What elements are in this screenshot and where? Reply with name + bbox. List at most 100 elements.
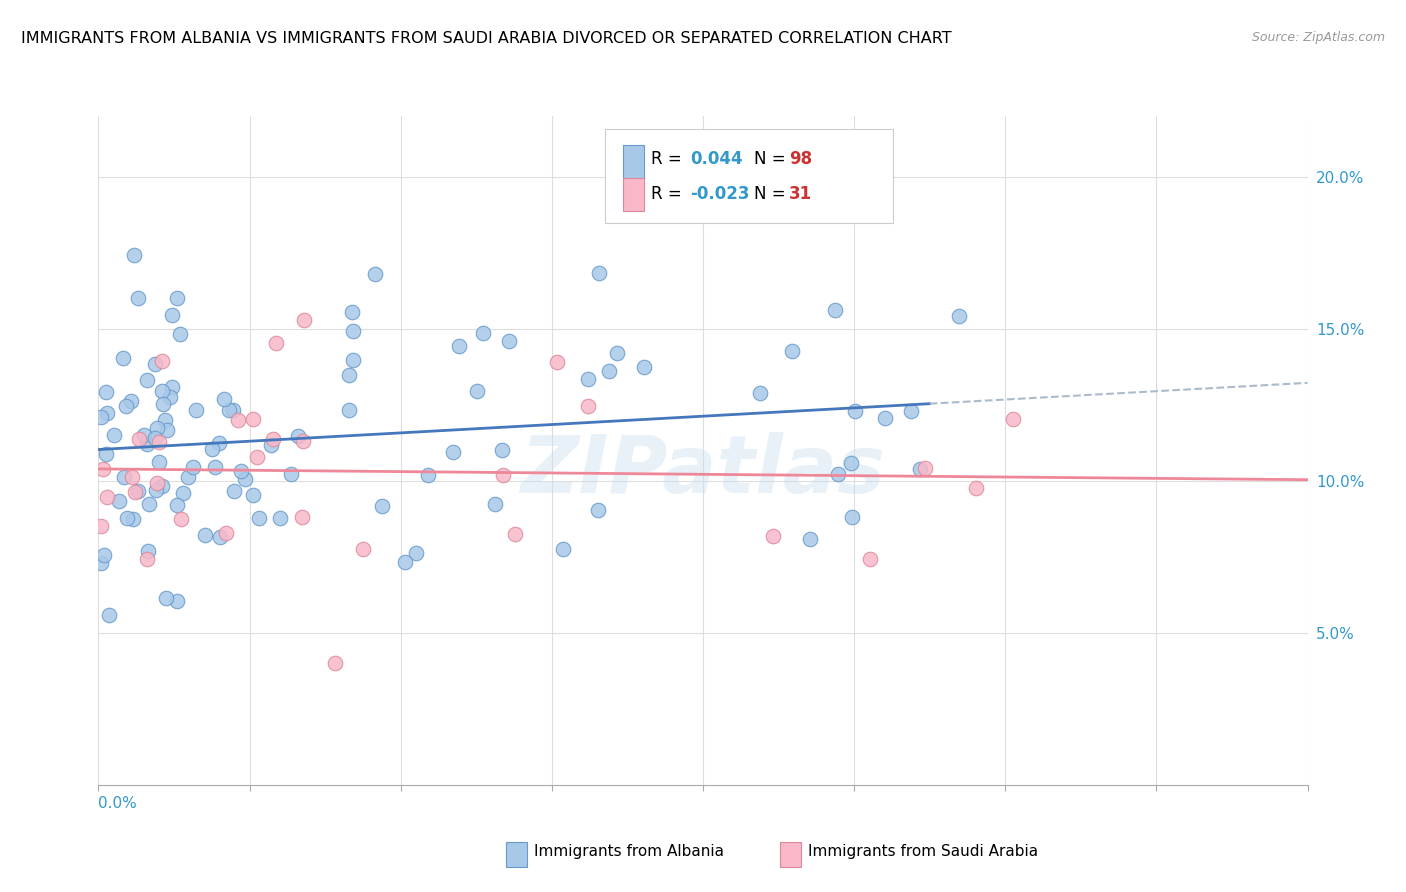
Point [633,359,655,374]
Point [138,497,160,511]
Point [124,247,146,261]
Point [166,498,188,512]
Point [222,403,245,417]
Point [148,455,170,469]
Point [90,518,112,533]
Point [948,309,970,323]
Point [115,399,138,413]
Point [1001,411,1024,425]
Point [150,478,173,492]
Point [169,512,191,526]
Point [242,488,264,502]
Text: 0.0%: 0.0% [98,797,138,812]
Point [546,354,568,368]
Point [370,499,392,513]
Point [492,468,515,483]
Point [121,470,143,484]
Point [159,390,181,404]
Point [103,428,125,442]
Point [166,593,188,607]
Point [352,542,374,557]
Point [124,484,146,499]
Point [841,509,863,524]
Point [799,532,821,546]
Point [160,380,183,394]
Point [215,525,238,540]
Point [121,393,143,408]
Point [586,503,609,517]
Point [576,399,599,413]
Point [127,483,149,498]
Point [875,411,897,425]
Text: Immigrants from Saudi Arabia: Immigrants from Saudi Arabia [808,844,1039,859]
Point [136,544,159,558]
Point [503,526,526,541]
Point [337,403,360,417]
Point [606,346,628,360]
Point [447,339,470,353]
Point [134,428,156,442]
Text: IMMIGRANTS FROM ALBANIA VS IMMIGRANTS FROM SAUDI ARABIA DIVORCED OR SEPARATED CO: IMMIGRANTS FROM ALBANIA VS IMMIGRANTS FR… [21,31,952,46]
Point [337,368,360,382]
Point [155,591,177,605]
Point [900,404,922,418]
Point [576,372,599,386]
Point [242,412,264,426]
Point [90,556,112,570]
Point [96,490,118,504]
Point [269,511,291,525]
Point [150,353,173,368]
Point [471,326,494,340]
Point [465,384,488,399]
Text: Immigrants from Albania: Immigrants from Albania [534,844,724,859]
Point [598,364,620,378]
Point [908,462,931,476]
Point [143,357,166,371]
Point [135,552,157,566]
Point [841,456,863,470]
Point [262,432,284,446]
Point [233,472,256,486]
Point [323,657,346,671]
Point [143,431,166,445]
Point [363,267,385,281]
Point [184,403,207,417]
Text: N =: N = [754,150,790,168]
Point [859,552,882,566]
Point [340,305,363,319]
Point [169,326,191,341]
Point [145,483,167,497]
Point [416,467,439,482]
Point [156,423,179,437]
Point [280,467,302,482]
Point [177,470,200,484]
Point [93,548,115,562]
Point [247,511,270,525]
Point [291,434,314,448]
Point [94,446,117,460]
Point [260,438,283,452]
Point [194,527,217,541]
Point [153,413,176,427]
Point [90,410,112,425]
Point [844,404,866,418]
Point [91,462,114,476]
Point [824,303,846,318]
Text: -0.023: -0.023 [690,185,749,202]
Point [166,291,188,305]
Point [914,461,936,475]
Point [231,465,253,479]
Point [246,450,269,464]
Point [146,421,169,435]
Point [115,510,138,524]
Point [136,373,159,387]
Point [498,334,520,348]
Text: Source: ZipAtlas.com: Source: ZipAtlas.com [1251,31,1385,45]
Point [150,384,173,399]
Point [96,384,118,399]
Point [224,484,246,499]
Point [441,444,464,458]
Point [204,459,226,474]
Point [762,529,785,543]
Point [226,413,249,427]
